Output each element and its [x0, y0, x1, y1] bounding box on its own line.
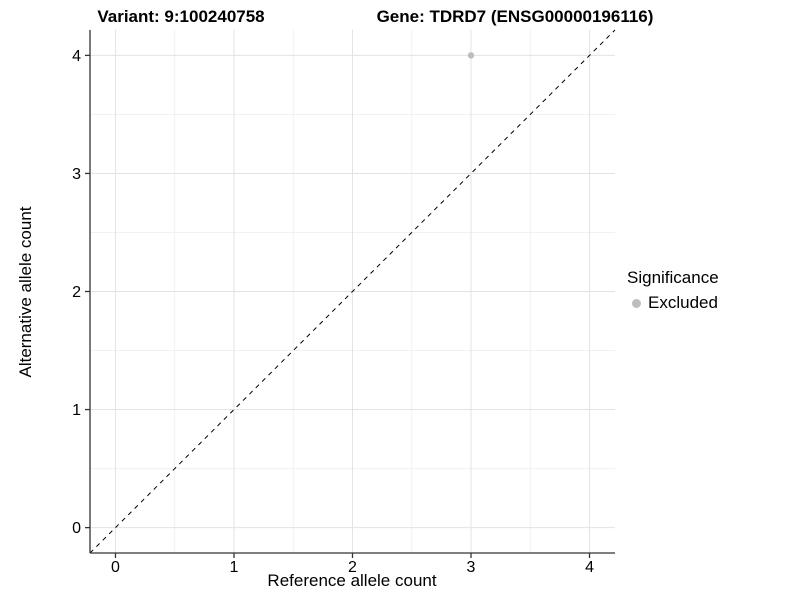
y-tick-label: 2 [72, 284, 81, 301]
data-point [467, 52, 475, 59]
x-tick-label: 3 [467, 559, 476, 576]
identity-line [89, 29, 616, 554]
x-tick-label: 2 [348, 559, 357, 576]
gene-title: Gene: TDRD7 (ENSG00000196116) [376, 7, 654, 26]
x-axis-title: Reference allele count [267, 571, 437, 590]
legend-item-label: Excluded [648, 293, 718, 312]
excluded-swatch-icon [632, 298, 641, 308]
y-axis-title: Alternative allele count [16, 206, 35, 378]
y-tick-label: 1 [72, 402, 81, 419]
y-tick-label: 0 [72, 520, 81, 537]
legend-item-excluded: Excluded [627, 293, 719, 313]
y-tick-label: 3 [72, 166, 81, 183]
variant-title: Variant: 9:100240758 [97, 7, 265, 26]
x-tick-label: 4 [585, 559, 594, 576]
legend: Significance Excluded [627, 268, 719, 313]
legend-title: Significance [627, 268, 719, 287]
x-tick-label: 1 [230, 559, 239, 576]
x-tick-label: 0 [111, 559, 120, 576]
y-tick-label: 4 [72, 48, 81, 65]
